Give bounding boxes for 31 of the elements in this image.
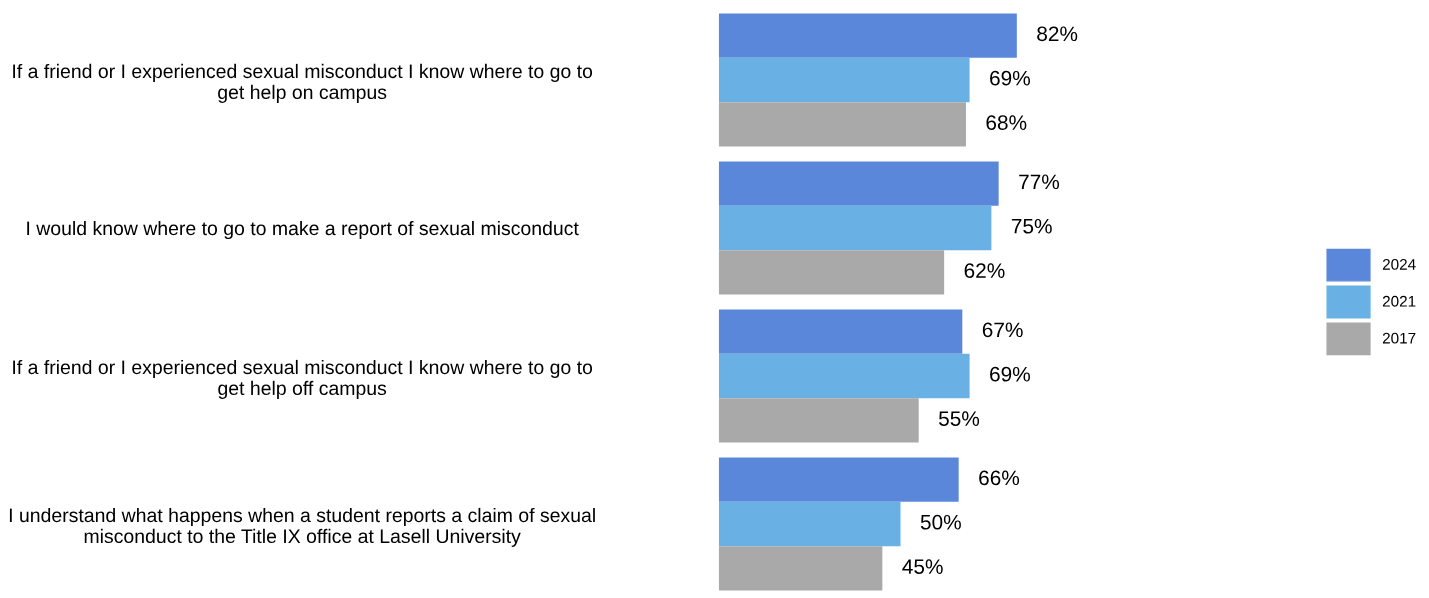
y-tick-label: If a friend or I experienced sexual misconduct I know where to go to get help on campus xyxy=(13,63,593,103)
data-label: 77% xyxy=(1019,174,1060,190)
data-label: 68% xyxy=(986,115,1027,130)
bar xyxy=(718,102,966,147)
data-label: 67% xyxy=(982,322,1023,338)
data-label: 69% xyxy=(990,70,1030,86)
data-label: 66% xyxy=(979,470,1020,486)
bar xyxy=(718,13,1017,58)
data-label: 50% xyxy=(920,514,961,530)
y-tick-label: I understand what happens when a student reports a claim of sexual misconduct to the Title IX office at Lasell University xyxy=(9,507,595,547)
bar xyxy=(718,161,999,206)
data-label: 69% xyxy=(990,366,1030,382)
bar xyxy=(718,501,901,547)
bar xyxy=(718,309,963,354)
data-label: 45% xyxy=(902,559,943,574)
bar xyxy=(718,457,959,502)
y-tick-label: If a friend or I experienced sexual misconduct I know where to go to get help off campus xyxy=(13,359,593,399)
bar xyxy=(718,205,992,251)
legend-label: 2017 xyxy=(1382,332,1416,344)
y-tick-label: I would know where to go to make a report of sexual misconduct xyxy=(27,220,579,240)
bar xyxy=(718,57,970,103)
bar xyxy=(718,546,883,591)
legend-label: 2024 xyxy=(1382,258,1416,270)
data-label: 62% xyxy=(964,263,1005,278)
data-label: 82% xyxy=(1037,26,1078,42)
legend-label: 2021 xyxy=(1382,295,1416,307)
data-label: 55% xyxy=(938,411,980,426)
bar xyxy=(718,398,919,443)
bar xyxy=(718,250,945,295)
bar xyxy=(718,353,970,399)
data-label: 75% xyxy=(1011,218,1052,234)
